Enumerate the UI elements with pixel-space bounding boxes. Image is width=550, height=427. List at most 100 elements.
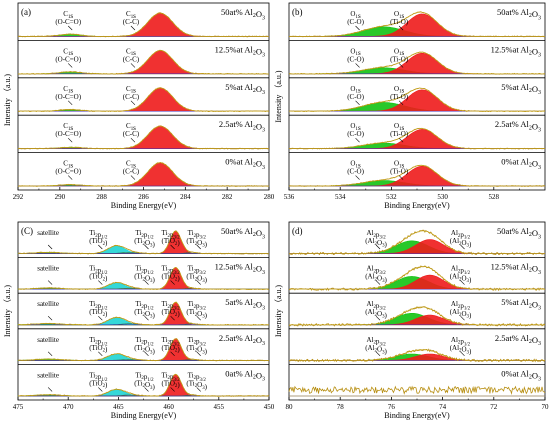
x-tick-label: 292 <box>13 193 24 201</box>
panel-title: (d) <box>292 226 303 236</box>
label-arrow <box>130 63 136 68</box>
peak-label: C1s <box>126 47 136 57</box>
peak-label: C1s <box>63 122 73 132</box>
x-tick-label: 80 <box>286 403 294 411</box>
peak-label: Ti2p3/2 <box>188 336 207 348</box>
peak-label-sub: (C-O) <box>347 168 364 176</box>
peak-label: C1s <box>63 85 73 95</box>
label-arrow <box>460 351 465 357</box>
peak-label-sub: (TiO2) <box>89 308 108 318</box>
peak-label-sub: (C-C) <box>123 130 140 138</box>
label-arrow <box>196 315 201 321</box>
label-arrow <box>98 244 103 250</box>
x-tick-label: 530 <box>437 193 448 201</box>
peak-1 <box>289 89 545 112</box>
sample-label: 2.5at% Al2O3 <box>219 333 265 347</box>
label-arrow <box>375 315 381 321</box>
label-arrow <box>460 244 465 250</box>
sample-label: 5at% Al2O3 <box>225 297 265 311</box>
label-arrow <box>170 280 175 285</box>
envelope <box>289 165 545 187</box>
envelope <box>18 301 269 326</box>
envelope <box>18 125 269 149</box>
peak-label-sub: (Ti2O3) <box>134 273 155 285</box>
peak-label-sub: (TiO2) <box>162 344 181 354</box>
peak-label-sub: (TiO2) <box>162 237 181 247</box>
peak-label-sub: (TiO2) <box>89 379 108 389</box>
label-arrow <box>170 387 175 392</box>
label-arrow <box>170 351 175 357</box>
peak-label-sub: (Ti-O) <box>390 93 409 101</box>
peak-label-sub: (Ti-O) <box>390 168 409 176</box>
peak-label-sub: (Ti2O3) <box>186 273 207 285</box>
sample-label: 50at% Al2O3 <box>221 226 265 240</box>
peak-label-sub: (C-C) <box>123 18 140 26</box>
label-arrow <box>355 25 360 31</box>
peak-label: Ti2p3/2 <box>162 336 181 348</box>
peak-label: satellite <box>37 300 59 308</box>
envelope <box>289 349 545 361</box>
label-arrow <box>67 175 73 180</box>
peak-label: satellite <box>37 229 59 237</box>
peak-label-sub: (Al2O3) <box>365 344 387 356</box>
peak-label: C1s <box>126 122 136 132</box>
peak-label: O1s <box>394 47 405 57</box>
envelope <box>18 373 269 397</box>
peak-label-sub: (Ti2O3) <box>134 308 155 320</box>
envelope <box>18 267 269 290</box>
peak-label-sub: (Ti-O) <box>390 55 409 63</box>
x-tick-label: 536 <box>284 193 295 201</box>
peak-label: Al2p1/2 <box>451 229 471 241</box>
peak-label: Ti2p3/2 <box>162 371 181 383</box>
peak-label-sub: (O-C=O) <box>55 18 81 26</box>
peak-label: Ti2p3/2 <box>162 265 181 277</box>
label-arrow <box>196 280 201 285</box>
peak-label-sub: (Al2O3) <box>450 273 472 285</box>
peak-label: O1s <box>350 10 361 20</box>
peak-label-sub: (C-O) <box>347 18 364 26</box>
label-arrow <box>170 244 175 250</box>
peak-label: satellite <box>37 265 59 273</box>
peak-label: O1s <box>350 85 361 95</box>
label-arrow <box>460 315 465 321</box>
label-arrow <box>375 244 381 250</box>
peak-1 <box>289 166 545 187</box>
label-arrow <box>398 100 404 106</box>
envelope <box>289 266 545 290</box>
label-arrow <box>98 280 103 285</box>
label-arrow <box>130 100 136 106</box>
label-arrow <box>398 25 404 31</box>
label-arrow <box>98 315 103 321</box>
peak-label: Al2p3/2 <box>366 265 386 277</box>
peak-label-sub: (Ti2O3) <box>186 308 207 320</box>
y-axis-label: Intensity （a.u.) <box>3 74 12 127</box>
peak-label: C1s <box>126 160 136 170</box>
x-tick-label: 470 <box>63 403 74 411</box>
peak-label: Ti2p1/2 <box>135 229 154 241</box>
label-arrow <box>398 175 404 180</box>
x-axis-label: Binding Energy(eV) <box>384 411 450 420</box>
label-arrow <box>47 244 53 250</box>
peak-label: O1s <box>350 122 361 132</box>
sample-label: 12.5%at Al2O3 <box>491 262 541 276</box>
subpanel: 0%at Al2O3 <box>288 363 546 397</box>
label-arrow <box>398 63 404 68</box>
envelope <box>18 162 269 187</box>
peak-label-sub: (C-O) <box>347 130 364 138</box>
panel-title: (C) <box>21 226 33 236</box>
envelope <box>289 128 545 149</box>
sample-label: 12.5%at Al2O3 <box>215 44 265 58</box>
peak-label-sub: (Ti2O3) <box>186 237 207 249</box>
peak-label: Al2p3/2 <box>366 336 386 348</box>
peak-label-sub: (Al2O3) <box>450 344 472 356</box>
envelope <box>289 51 545 75</box>
x-tick-label: 475 <box>13 403 24 411</box>
